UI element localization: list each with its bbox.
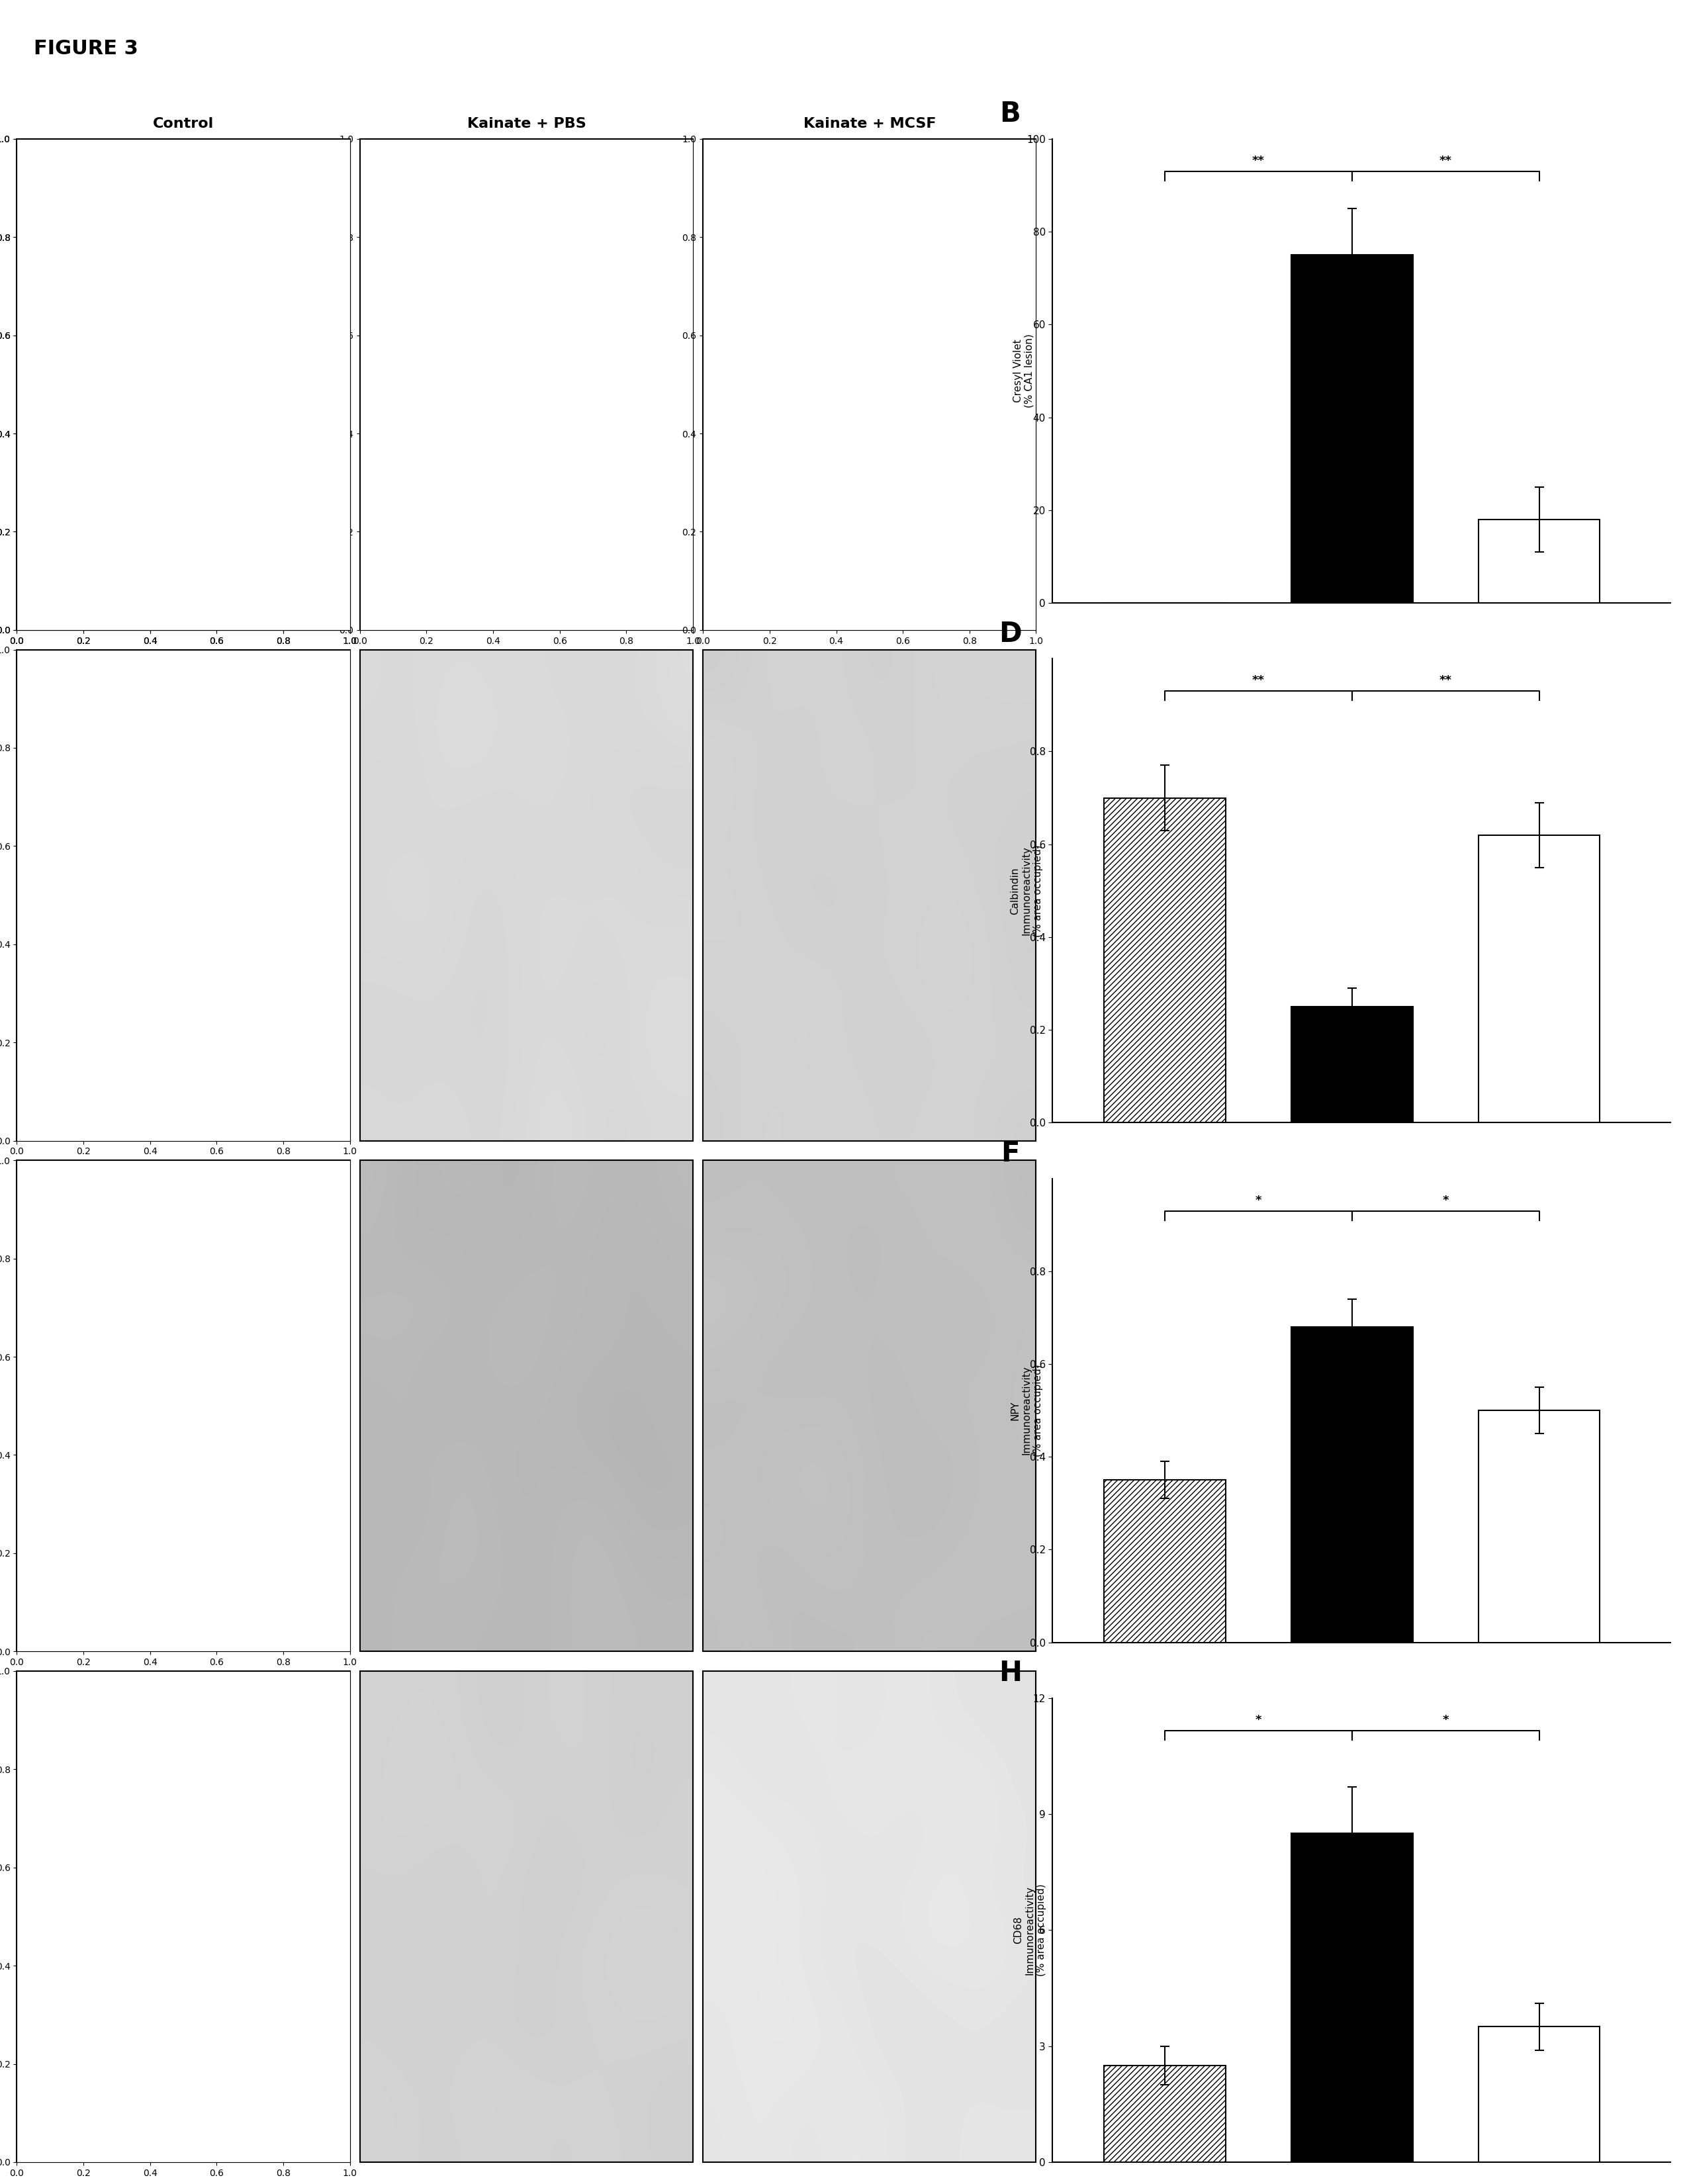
Text: **: ** — [1252, 155, 1265, 166]
Text: **: ** — [1252, 675, 1265, 686]
Text: *: * — [1255, 1195, 1262, 1206]
Text: *: * — [1255, 1714, 1262, 1725]
Bar — [1103, 797, 1225, 1123]
Bar — [1291, 1328, 1412, 1642]
Text: B: B — [1000, 100, 1021, 129]
Y-axis label: Cresyl Violet
(% CA1 lesion): Cresyl Violet (% CA1 lesion) — [1012, 334, 1034, 408]
Text: Control: Control — [154, 118, 214, 131]
Bar — [1291, 256, 1412, 603]
Y-axis label: CD68
Immunoreactivity
(% area occupied): CD68 Immunoreactivity (% area occupied) — [1014, 1885, 1046, 1977]
Text: D: D — [999, 620, 1022, 649]
Text: H: H — [999, 1660, 1022, 1688]
Text: FIGURE 3: FIGURE 3 — [34, 39, 138, 59]
Text: F: F — [1000, 1140, 1019, 1168]
Bar — [1478, 2027, 1599, 2162]
Text: Kainate + MCSF: Kainate + MCSF — [803, 118, 936, 131]
Bar — [1103, 1481, 1225, 1642]
Y-axis label: NPY
Immunoreactivity
(% area occupied): NPY Immunoreactivity (% area occupied) — [1011, 1365, 1043, 1457]
Y-axis label: Calbindin
Immunoreactivity
(% area occupied): Calbindin Immunoreactivity (% area occup… — [1011, 845, 1043, 937]
Bar — [1103, 2066, 1225, 2162]
Bar — [1291, 1832, 1412, 2162]
Bar — [1478, 834, 1599, 1123]
Text: *: * — [1442, 1195, 1449, 1206]
Bar — [1478, 520, 1599, 603]
Text: Kainate + PBS: Kainate + PBS — [467, 118, 585, 131]
Text: **: ** — [1439, 155, 1453, 166]
Text: *: * — [1442, 1714, 1449, 1725]
Bar — [1291, 1007, 1412, 1123]
Text: **: ** — [1439, 675, 1453, 686]
Bar — [1478, 1411, 1599, 1642]
